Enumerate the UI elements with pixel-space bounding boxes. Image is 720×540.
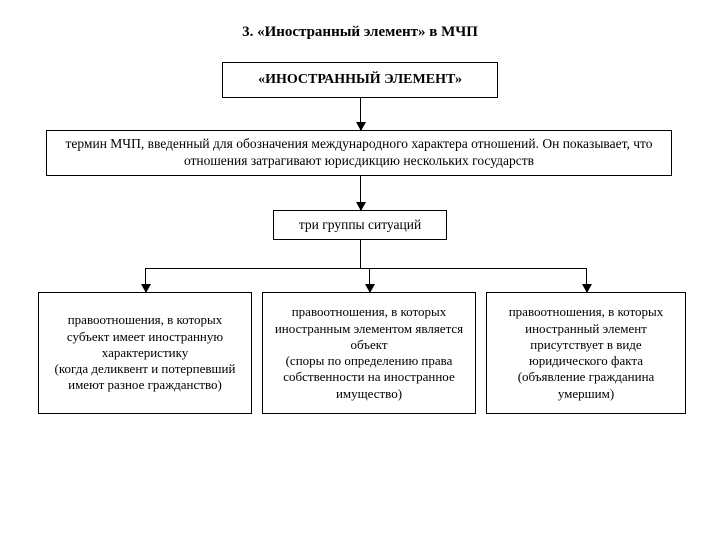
node-group-object: правоотношения, в которых иностранным эл… xyxy=(262,292,476,414)
diagram-canvas: 3. «Иностранный элемент» в МЧП «ИНОСТРАН… xyxy=(0,0,720,540)
branch-hline xyxy=(145,268,586,269)
node-group-subject: правоотношения, в которых субъект имеет … xyxy=(38,292,252,414)
arrow-2 xyxy=(360,176,361,210)
branch-arrow-2 xyxy=(369,268,370,292)
branch-arrow-1 xyxy=(145,268,146,292)
node-definition: термин МЧП, введенный для обозначения ме… xyxy=(46,130,672,176)
node-three-groups: три группы ситуаций xyxy=(273,210,447,240)
branch-arrow-3 xyxy=(586,268,587,292)
branch-stem xyxy=(360,240,361,268)
diagram-title: 3. «Иностранный элемент» в МЧП xyxy=(200,24,520,41)
node-group-fact: правоотношения, в которых иностранный эл… xyxy=(486,292,686,414)
arrow-1 xyxy=(360,98,361,130)
node-header: «ИНОСТРАННЫЙ ЭЛЕМЕНТ» xyxy=(222,62,498,98)
